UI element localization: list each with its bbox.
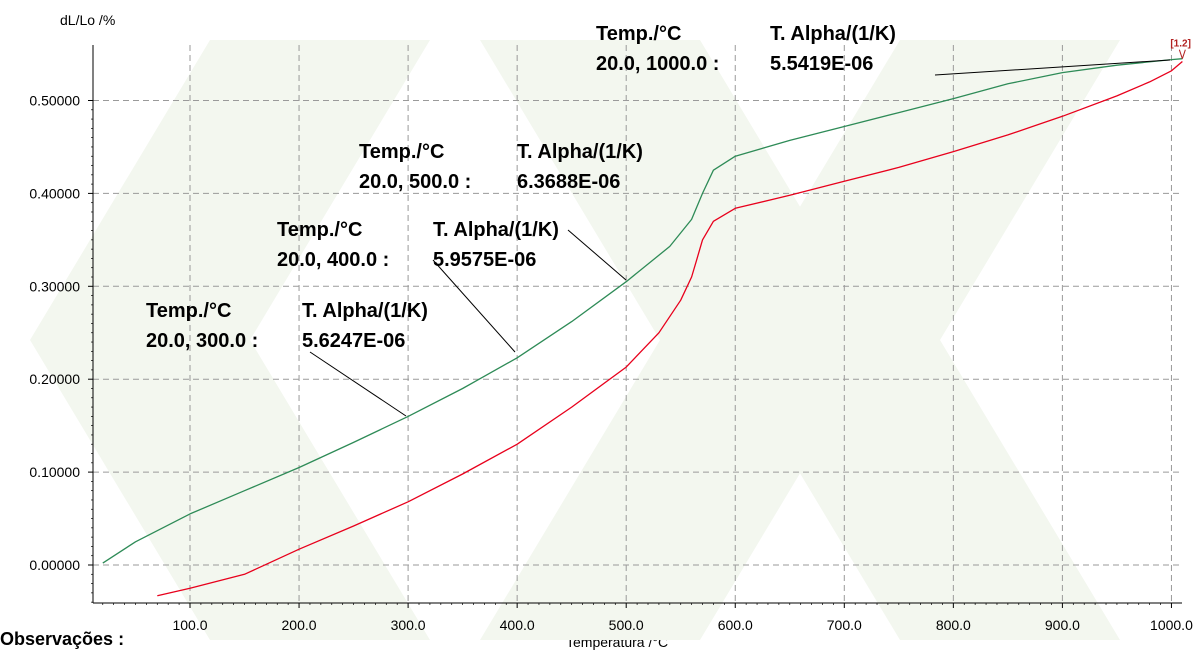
x-tick-label: 200.0: [282, 617, 317, 633]
y-tick-label: 0.10000: [29, 464, 80, 480]
x-tick-label: 900.0: [1045, 617, 1080, 633]
annotation-value: 6.3688E-06: [517, 171, 620, 193]
annotation-alpha-header: T. Alpha/(1/K): [302, 300, 428, 322]
annotation-value: 5.5419E-06: [770, 53, 873, 75]
annotations: Temp./°C T. Alpha/(1/K) 20.0, 300.0 : 5.624…: [146, 23, 896, 352]
axes: [88, 45, 1182, 608]
x-tick-label: 300.0: [391, 617, 426, 633]
annotation-leader-line: [432, 259, 516, 353]
marker-label: [1.2]: [1170, 39, 1191, 50]
y-tick-labels: 0.00000 0.10000 0.20000 0.30000 0.40000 0.500…: [29, 93, 80, 574]
end-marker: [1.2]: [1170, 39, 1191, 59]
observations-label: Observações :: [0, 629, 125, 649]
green-curve: [102, 58, 1183, 564]
annotation-range: 20.0, 500.0 :: [359, 171, 471, 193]
x-tick-label: 400.0: [500, 617, 535, 633]
annotation-leader-line: [309, 351, 407, 417]
x-tick-label: 700.0: [827, 617, 862, 633]
red-curve: [157, 61, 1183, 597]
annotation-range: 20.0, 400.0 :: [277, 249, 389, 271]
data-series: [102, 58, 1183, 597]
watermark-background: [30, 40, 1120, 640]
annotation-temp-header: Temp./°C: [277, 219, 362, 241]
marker-pointer: [1178, 49, 1183, 59]
annotation-temp-header: Temp./°C: [146, 300, 231, 322]
annotation-leader-lines: [309, 59, 1171, 417]
y-tick-label: 0.00000: [29, 557, 80, 573]
annotation-range: 20.0, 1000.0 :: [596, 53, 719, 75]
annotation-range: 20.0, 300.0 :: [146, 330, 258, 352]
annotation-temp-header: Temp./°C: [359, 141, 444, 163]
y-tick-label: 0.40000: [29, 185, 80, 201]
x-tick-label: 600.0: [718, 617, 753, 633]
grid-lines: [93, 45, 1182, 603]
annotation-leader-line: [934, 59, 1171, 76]
y-tick-label: 0.20000: [29, 371, 80, 387]
x-tick-labels: 100.0 200.0 300.0 400.0 500.0 600.0 700.0 800.0…: [172, 617, 1193, 633]
x-tick-label: 500.0: [609, 617, 644, 633]
x-tick-label: 100.0: [172, 617, 207, 633]
annotation-alpha-header: T. Alpha/(1/K): [770, 23, 896, 45]
x-tick-label: 800.0: [936, 617, 971, 633]
annotation-alpha-header: T. Alpha/(1/K): [517, 141, 643, 163]
x-tick-label: 1000.0: [1150, 617, 1193, 633]
y-tick-label: 0.30000: [29, 278, 80, 294]
annotation-value: 5.6247E-06: [302, 330, 405, 352]
y-tick-label: 0.50000: [29, 93, 80, 109]
annotation-value: 5.9575E-06: [433, 249, 536, 271]
marker-pointer: [1181, 49, 1186, 59]
y-axis-label: dL/Lo /%: [60, 12, 116, 28]
annotation-leader-line: [567, 229, 627, 281]
annotation-temp-header: Temp./°C: [596, 23, 681, 45]
annotation-alpha-header: T. Alpha/(1/K): [433, 219, 559, 241]
